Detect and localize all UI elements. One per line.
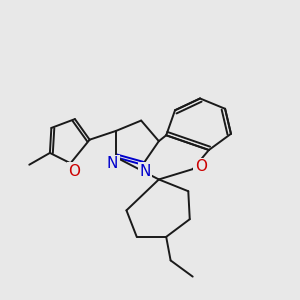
Text: N: N [107, 156, 118, 171]
Text: N: N [139, 164, 151, 179]
Text: O: O [68, 164, 80, 179]
Text: O: O [195, 159, 207, 174]
